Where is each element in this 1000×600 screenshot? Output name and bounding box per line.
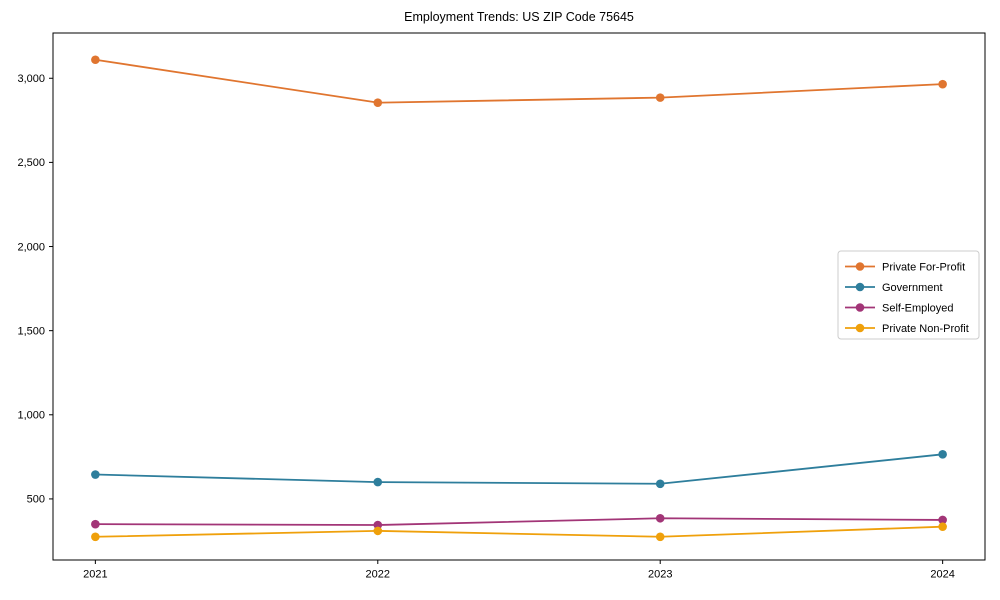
series-marker-self-employed [655, 513, 665, 523]
series-line-private-for-profit [95, 58, 943, 104]
series-marker-self-employed [373, 520, 383, 530]
series-marker-government [938, 450, 947, 459]
series-marker-private-non-profit [91, 532, 100, 542]
legend-marker [855, 303, 865, 312]
series-marker-government [373, 477, 383, 487]
y-tick-label: 1,500 [17, 325, 45, 337]
x-tick-label: 2023 [648, 569, 672, 581]
legend-item-government: Government [845, 282, 943, 294]
chart-title: Employment Trends: US ZIP Code 75645 [404, 10, 634, 24]
axes-frame [52, 32, 986, 561]
legend-item-self-employed: Self-Employed [845, 302, 954, 314]
plot-area: 500 1,000 1,500 2,000 2,500 3,000 2021 2022 2023… [17, 32, 986, 581]
series-marker-self-employed [938, 515, 947, 525]
series-line-self-employed [95, 517, 943, 526]
series-line-government [95, 453, 943, 485]
series-marker-government [91, 470, 100, 479]
series-marker-private-for-profit [91, 55, 100, 65]
y-tick-label: 2,000 [17, 241, 45, 253]
legend-marker [855, 262, 865, 271]
x-tick-label: 2022 [366, 569, 390, 581]
legend: Private For-Profit Government Self-Employe… [837, 250, 980, 340]
series-marker-government [655, 479, 665, 489]
legend-marker [855, 282, 865, 292]
legend-box [837, 250, 980, 340]
legend-item-private-for-profit: Private For-Profit [845, 261, 965, 273]
series-marker-private-non-profit [373, 526, 383, 536]
series-marker-private-non-profit [655, 532, 665, 542]
x-tick-label: 2024 [930, 569, 954, 581]
y-tick-label: 2,500 [17, 157, 45, 169]
legend-label: Private Non-Profit [882, 323, 969, 335]
legend-label: Government [882, 282, 943, 294]
series-marker-private-non-profit [938, 522, 947, 531]
series-line-private-non-profit [95, 525, 943, 538]
y-tick-label: 3,000 [17, 73, 45, 85]
series-marker-private-for-profit [655, 93, 665, 102]
series-marker-self-employed [91, 519, 100, 529]
y-tick-label: 1,000 [17, 410, 45, 422]
legend-item-private-non-profit: Private Non-Profit [845, 323, 969, 335]
x-tick-label: 2021 [83, 569, 107, 581]
legend-marker [855, 323, 865, 333]
series-marker-private-for-profit [938, 79, 947, 89]
series-marker-private-for-profit [373, 98, 383, 107]
legend-label: Private For-Profit [882, 261, 965, 273]
legend-label: Self-Employed [882, 302, 954, 314]
y-tick-label: 500 [27, 494, 45, 506]
